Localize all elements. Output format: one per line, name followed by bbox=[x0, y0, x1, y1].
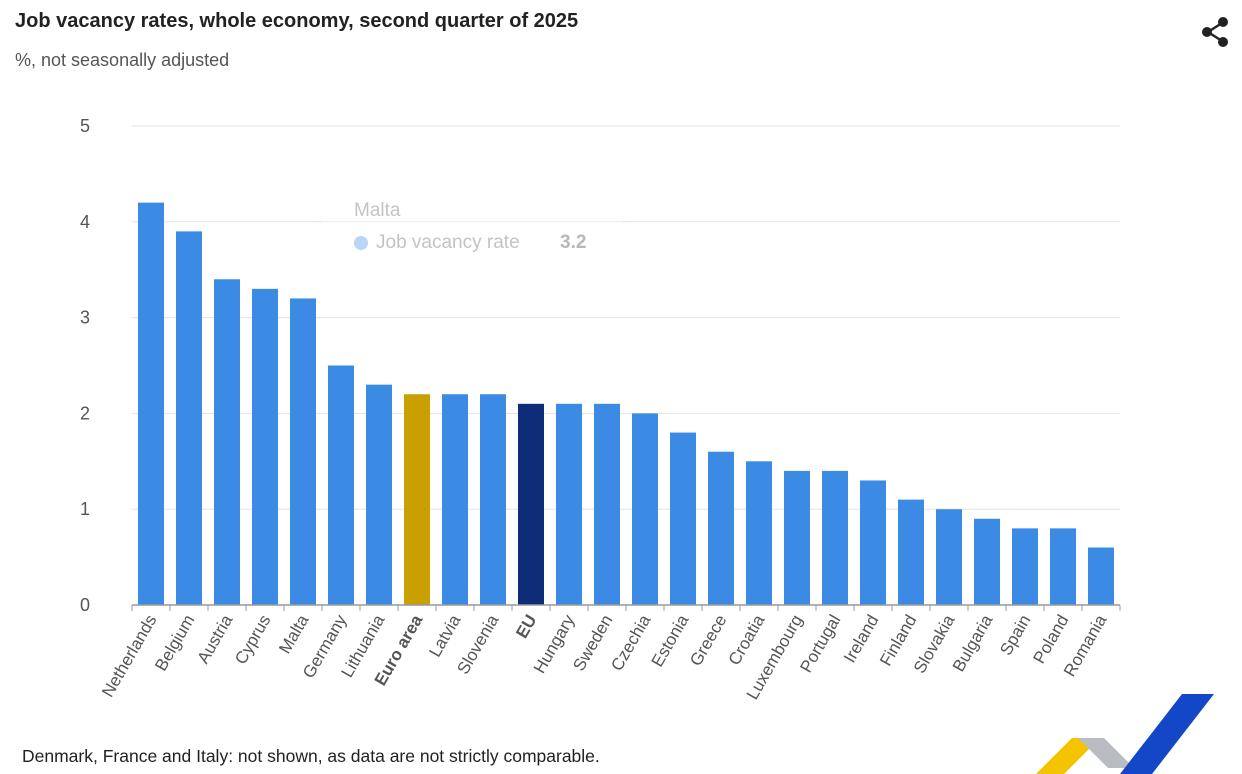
x-tick-label: Estonia bbox=[648, 611, 693, 670]
x-tick-label: Spain bbox=[996, 612, 1034, 659]
x-tick-label: Ireland bbox=[840, 612, 882, 667]
x-axis bbox=[131, 604, 1121, 611]
bar bbox=[480, 394, 506, 605]
bar bbox=[1088, 547, 1114, 605]
bar bbox=[1012, 528, 1038, 605]
y-tick-label: 0 bbox=[80, 595, 90, 615]
bar bbox=[708, 451, 734, 605]
share-icon bbox=[1202, 17, 1228, 47]
bar bbox=[746, 461, 772, 605]
tooltip: Malta Job vacancy rate 3.2 bbox=[322, 164, 622, 288]
bar bbox=[290, 298, 316, 605]
bar bbox=[252, 288, 278, 605]
chart-title: Job vacancy rates, whole economy, second… bbox=[15, 10, 579, 32]
bar bbox=[860, 480, 886, 605]
bar bbox=[556, 403, 582, 605]
share-button[interactable] bbox=[1196, 12, 1236, 52]
y-axis-ticks: 0 1 2 3 4 5 bbox=[80, 116, 90, 615]
x-tick-label: Cyprus bbox=[231, 612, 274, 668]
bar bbox=[936, 509, 962, 605]
bar bbox=[1050, 528, 1076, 605]
y-tick-label: 2 bbox=[80, 403, 90, 423]
y-tick-label: 1 bbox=[80, 499, 90, 519]
bars bbox=[138, 202, 1114, 605]
x-tick-label: EU bbox=[512, 612, 540, 642]
y-tick-label: 5 bbox=[80, 116, 90, 136]
tooltip-series-marker bbox=[354, 236, 368, 250]
bar bbox=[670, 432, 696, 605]
x-tick-label: Netherlands bbox=[98, 612, 160, 701]
bar bbox=[442, 394, 468, 605]
bar bbox=[176, 231, 202, 605]
tooltip-value: 3.2 bbox=[560, 232, 587, 253]
footnote: Denmark, France and Italy: not shown, as… bbox=[22, 746, 600, 766]
bar bbox=[518, 403, 544, 605]
bar bbox=[632, 413, 658, 605]
tooltip-category: Malta bbox=[354, 200, 401, 221]
bar bbox=[138, 202, 164, 605]
y-tick-label: 4 bbox=[80, 212, 90, 232]
tooltip-series-name: Job vacancy rate bbox=[376, 232, 520, 253]
x-tick-label: Greece bbox=[686, 612, 730, 670]
y-tick-label: 3 bbox=[80, 308, 90, 328]
bar bbox=[784, 470, 810, 605]
grid-lines bbox=[132, 125, 1120, 510]
eurostat-logo bbox=[1036, 694, 1214, 774]
x-tick-label: Malta bbox=[275, 611, 313, 657]
bar bbox=[974, 518, 1000, 605]
bar bbox=[822, 470, 848, 605]
chart-subtitle: %, not seasonally adjusted bbox=[15, 50, 230, 70]
bar bbox=[898, 499, 924, 605]
bar bbox=[214, 279, 240, 605]
bar bbox=[594, 403, 620, 605]
bar bbox=[404, 394, 430, 605]
bar bbox=[366, 384, 392, 605]
bar bbox=[328, 365, 354, 605]
x-tick-label: Latvia bbox=[425, 611, 464, 660]
